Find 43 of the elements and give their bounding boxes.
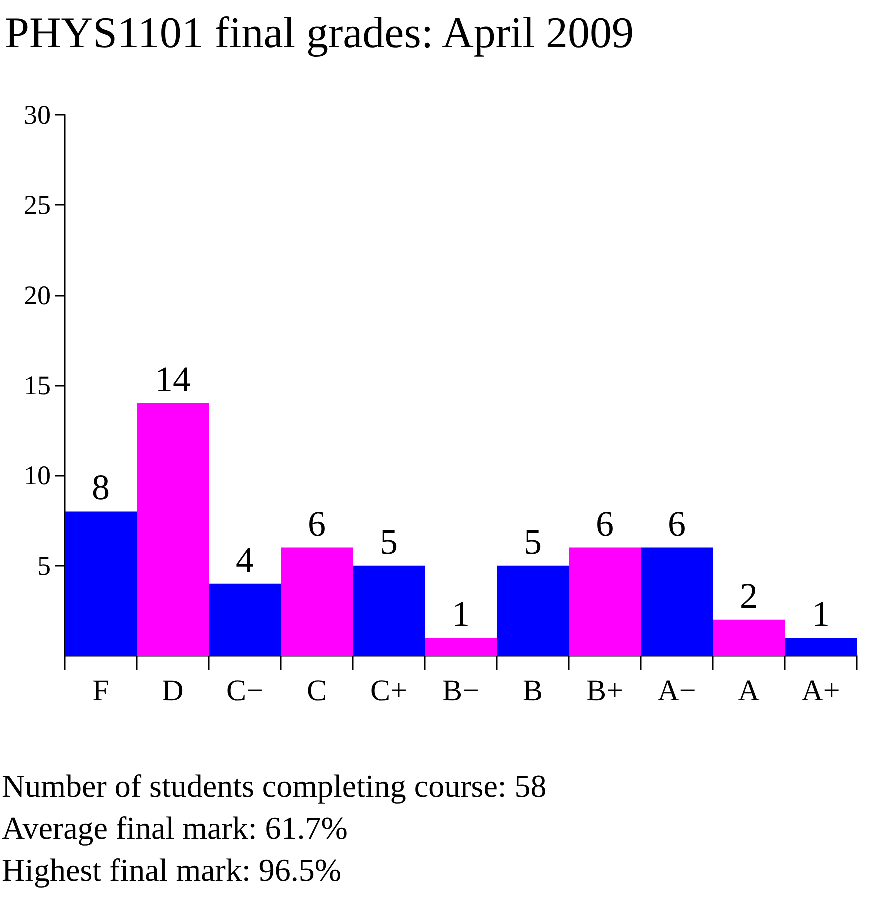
data-label: 4	[236, 540, 254, 580]
bar	[281, 548, 353, 656]
x-tick-label: B+	[586, 674, 624, 708]
data-label: 5	[380, 522, 398, 562]
text: Highest final mark: 96.5%	[2, 852, 342, 888]
data-label: 6	[668, 504, 686, 544]
y-tick-label: 5	[38, 550, 51, 581]
data-label: 5	[524, 522, 542, 562]
y-tick-label: 20	[24, 280, 51, 310]
data-label: 1	[812, 594, 830, 634]
y-tick-label: 30	[24, 100, 51, 130]
bar	[209, 584, 281, 656]
bar	[137, 404, 209, 656]
bar	[713, 620, 785, 656]
x-tick-label: B	[522, 674, 544, 708]
bar	[569, 548, 641, 656]
data-label: 1	[452, 594, 470, 634]
data-label: 6	[308, 504, 326, 544]
x-tick-label: A	[738, 674, 760, 708]
bar	[641, 548, 713, 656]
data-label: 2	[740, 576, 758, 616]
x-tick-label: F	[92, 674, 110, 708]
data-label: 6	[596, 504, 614, 544]
x-tick-label: C	[306, 674, 328, 708]
x-tick-label: C−	[226, 674, 264, 708]
y-tick-label: 10	[24, 460, 51, 491]
text: Number of students completing course: 58	[2, 768, 547, 804]
y-tick-label: 15	[24, 370, 51, 400]
y-tick-label: 25	[24, 190, 51, 220]
bar	[353, 566, 425, 656]
bar	[785, 638, 857, 656]
x-tick-label: C+	[370, 674, 408, 708]
bar	[65, 512, 137, 656]
x-tick-label: A+	[802, 674, 840, 708]
chart-title: PHYS1101 final grades: April 2009	[5, 8, 634, 58]
text: Average final mark: 61.7%	[2, 810, 348, 846]
data-label: 14	[155, 360, 191, 400]
bar	[497, 566, 569, 656]
x-tick-label: B−	[442, 674, 480, 708]
bar	[425, 638, 497, 656]
data-label: 8	[92, 468, 110, 508]
x-tick-label: A−	[658, 674, 696, 708]
x-tick-label: D	[162, 674, 184, 708]
